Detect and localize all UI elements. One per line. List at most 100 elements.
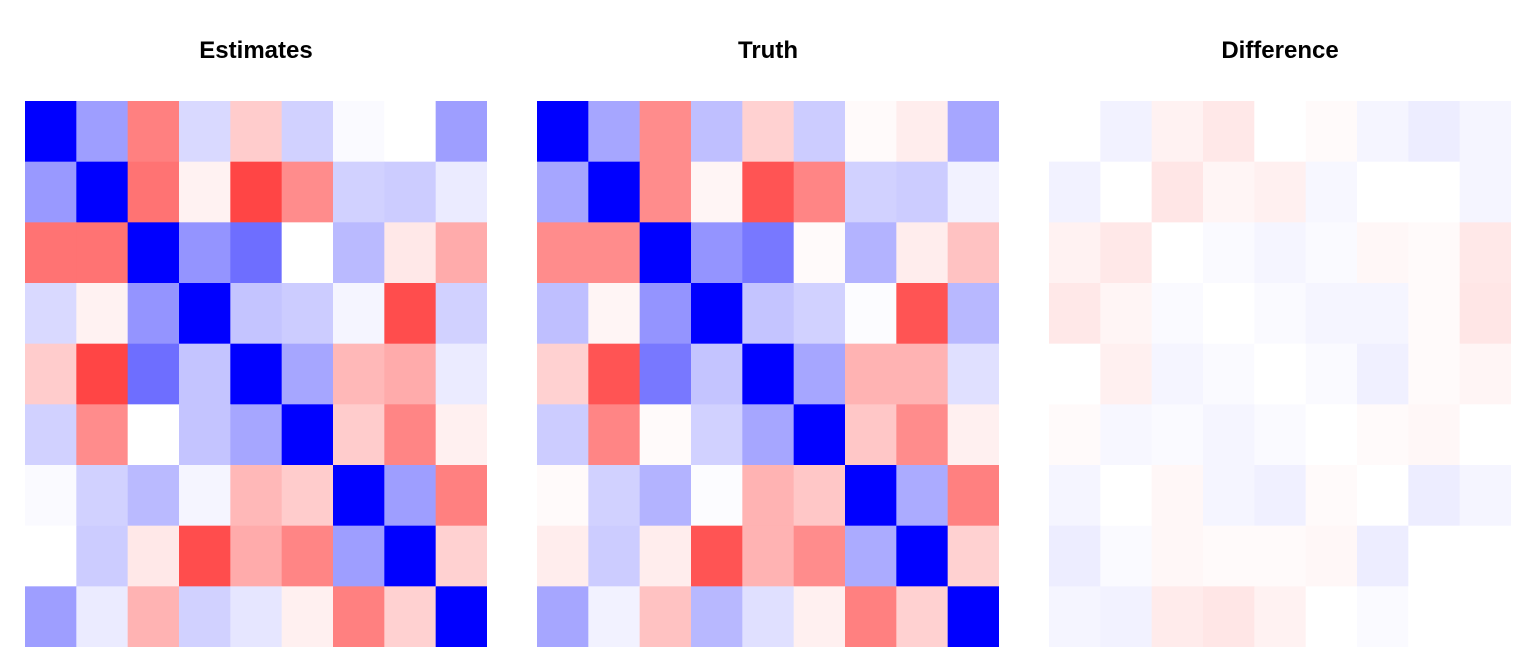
heatmap-cell bbox=[1357, 161, 1409, 223]
heatmap-cell bbox=[639, 465, 692, 527]
heatmap-cell bbox=[639, 161, 692, 223]
heatmap-cell bbox=[691, 161, 743, 223]
panel-title-truth: Truth bbox=[738, 37, 798, 64]
heatmap-cell bbox=[1408, 222, 1461, 284]
heatmap-cell bbox=[845, 161, 897, 223]
heatmap-cell bbox=[1357, 101, 1409, 163]
heatmap-cell bbox=[947, 465, 999, 527]
heatmap-cell bbox=[435, 222, 487, 284]
heatmap-cell bbox=[384, 404, 437, 466]
heatmap-cell bbox=[742, 525, 795, 587]
heatmap-cell bbox=[793, 343, 846, 405]
heatmap-cell bbox=[896, 525, 949, 587]
heatmap-cell bbox=[435, 101, 487, 163]
heatmap-cell bbox=[281, 343, 334, 405]
heatmap-cell bbox=[25, 283, 77, 345]
heatmap-cell bbox=[537, 343, 589, 405]
heatmap-cell bbox=[179, 586, 231, 647]
heatmap-cell bbox=[639, 222, 692, 284]
heatmap-cell bbox=[435, 283, 487, 345]
heatmap-cell bbox=[691, 222, 743, 284]
heatmap-cell bbox=[588, 283, 641, 345]
heatmap-cell bbox=[1254, 283, 1307, 345]
heatmap-cell bbox=[127, 404, 180, 466]
heatmap-cell bbox=[1459, 283, 1511, 345]
heatmap-cell bbox=[896, 343, 949, 405]
heatmap-cell bbox=[537, 222, 589, 284]
heatmap-cell bbox=[588, 525, 641, 587]
heatmap-cell bbox=[793, 101, 846, 163]
heatmap-cell bbox=[793, 283, 846, 345]
heatmap-cell bbox=[1203, 525, 1255, 587]
heatmap-cell bbox=[639, 404, 692, 466]
heatmap-cell bbox=[896, 404, 949, 466]
heatmap-cell bbox=[947, 222, 999, 284]
heatmap-cell bbox=[845, 404, 897, 466]
heatmap-cell bbox=[127, 465, 180, 527]
heatmap-cell bbox=[639, 586, 692, 647]
heatmap-cell bbox=[1357, 222, 1409, 284]
heatmap-cell bbox=[947, 586, 999, 647]
heatmap-cell bbox=[793, 404, 846, 466]
heatmap-cell bbox=[742, 283, 795, 345]
heatmap-difference bbox=[1049, 101, 1511, 647]
heatmap-cell bbox=[1357, 404, 1409, 466]
heatmap-cell bbox=[537, 101, 589, 163]
heatmap-cell bbox=[179, 525, 231, 587]
heatmap-cell bbox=[384, 101, 437, 163]
heatmap-cell bbox=[947, 101, 999, 163]
heatmap-cell bbox=[179, 101, 231, 163]
heatmap-cell bbox=[793, 222, 846, 284]
heatmap-cell bbox=[1305, 525, 1358, 587]
heatmap-cell bbox=[1049, 161, 1101, 223]
heatmap-cell bbox=[947, 283, 999, 345]
heatmap-cell bbox=[1049, 222, 1101, 284]
heatmap-cell bbox=[639, 525, 692, 587]
heatmap-cell bbox=[845, 465, 897, 527]
heatmap-cell bbox=[281, 465, 334, 527]
heatmap-cell bbox=[896, 101, 949, 163]
heatmap-cell bbox=[333, 222, 385, 284]
heatmap-cell bbox=[76, 586, 129, 647]
heatmap-cell bbox=[1151, 465, 1204, 527]
heatmap-cell bbox=[1254, 101, 1307, 163]
heatmap-cell bbox=[742, 465, 795, 527]
heatmap-cell bbox=[1151, 404, 1204, 466]
heatmap-cell bbox=[1049, 283, 1101, 345]
heatmap-cell bbox=[230, 283, 283, 345]
heatmap-cell bbox=[1254, 465, 1307, 527]
heatmap-cell bbox=[1254, 343, 1307, 405]
heatmap-cell bbox=[384, 465, 437, 527]
heatmap-cell bbox=[25, 161, 77, 223]
heatmap-cell bbox=[896, 283, 949, 345]
heatmap-cell bbox=[1305, 586, 1358, 647]
heatmap-cell bbox=[384, 161, 437, 223]
heatmap-cell bbox=[333, 283, 385, 345]
heatmap-cell bbox=[1203, 283, 1255, 345]
heatmap-cell bbox=[1357, 343, 1409, 405]
heatmap-cell bbox=[1459, 222, 1511, 284]
heatmap-cell bbox=[333, 586, 385, 647]
heatmap-cell bbox=[179, 222, 231, 284]
heatmap-cell bbox=[588, 161, 641, 223]
heatmap-cell bbox=[896, 586, 949, 647]
heatmap-cell bbox=[793, 525, 846, 587]
heatmap-cell bbox=[1459, 343, 1511, 405]
heatmap-cell bbox=[25, 343, 77, 405]
heatmap-cell bbox=[1357, 465, 1409, 527]
heatmap-cell bbox=[742, 101, 795, 163]
heatmap-cell bbox=[1459, 101, 1511, 163]
heatmap-cell bbox=[639, 283, 692, 345]
heatmap-cell bbox=[1100, 222, 1153, 284]
heatmap-cell bbox=[435, 525, 487, 587]
heatmap-cell bbox=[1459, 404, 1511, 466]
heatmap-cell bbox=[1203, 586, 1255, 647]
heatmap-cell bbox=[1203, 465, 1255, 527]
heatmap-cell bbox=[281, 161, 334, 223]
heatmap-cell bbox=[333, 465, 385, 527]
heatmap-cell bbox=[742, 161, 795, 223]
heatmap-cell bbox=[537, 161, 589, 223]
heatmap-cell bbox=[1151, 101, 1204, 163]
heatmap-cell bbox=[1305, 161, 1358, 223]
heatmap-cell bbox=[1100, 101, 1153, 163]
